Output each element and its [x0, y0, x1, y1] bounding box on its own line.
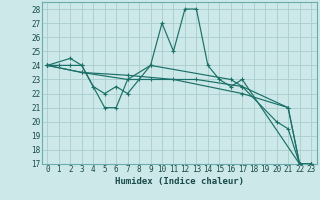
X-axis label: Humidex (Indice chaleur): Humidex (Indice chaleur) [115, 177, 244, 186]
